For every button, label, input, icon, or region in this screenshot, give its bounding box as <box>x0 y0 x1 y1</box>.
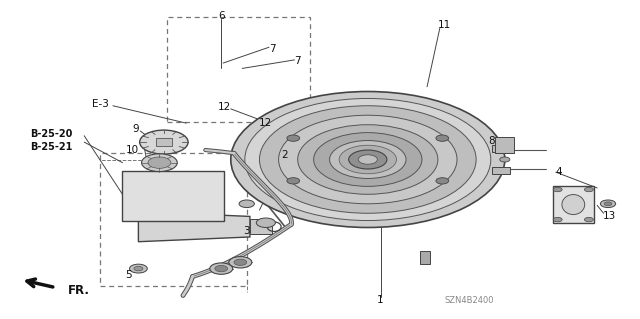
Circle shape <box>330 141 406 178</box>
Circle shape <box>287 178 300 184</box>
Circle shape <box>584 187 593 192</box>
Circle shape <box>239 200 254 208</box>
Text: 5: 5 <box>125 270 132 280</box>
Text: 4: 4 <box>556 167 563 177</box>
Circle shape <box>129 264 147 273</box>
Circle shape <box>231 92 505 227</box>
Circle shape <box>278 115 457 204</box>
Circle shape <box>287 135 300 141</box>
Bar <box>420 251 430 264</box>
Text: 12: 12 <box>218 102 231 112</box>
Text: 9: 9 <box>132 124 138 135</box>
Circle shape <box>148 157 171 168</box>
Text: 10: 10 <box>125 145 139 155</box>
Bar <box>495 137 515 153</box>
Circle shape <box>314 133 422 186</box>
Circle shape <box>604 202 612 206</box>
Circle shape <box>256 218 275 227</box>
Circle shape <box>215 265 228 272</box>
Bar <box>250 219 272 234</box>
Circle shape <box>349 150 387 169</box>
Text: 3: 3 <box>243 226 250 236</box>
Circle shape <box>436 178 449 184</box>
Circle shape <box>584 217 593 222</box>
Bar <box>552 186 594 223</box>
Text: 7: 7 <box>294 56 301 66</box>
Circle shape <box>358 155 378 164</box>
Bar <box>100 153 246 286</box>
Text: 8: 8 <box>489 136 495 145</box>
Circle shape <box>140 130 188 154</box>
Circle shape <box>259 106 476 213</box>
Text: SZN4B2400: SZN4B2400 <box>445 296 495 305</box>
Ellipse shape <box>562 195 585 215</box>
Circle shape <box>600 200 616 208</box>
Circle shape <box>245 99 491 220</box>
Circle shape <box>298 125 438 194</box>
Text: 6: 6 <box>218 11 225 21</box>
Bar <box>167 17 310 122</box>
Bar <box>156 138 172 146</box>
Text: FR.: FR. <box>68 284 90 297</box>
Text: E-3: E-3 <box>92 99 109 109</box>
Text: 7: 7 <box>269 44 276 54</box>
Circle shape <box>141 154 177 172</box>
Text: 13: 13 <box>604 211 616 221</box>
Bar <box>122 171 225 221</box>
Text: 11: 11 <box>438 20 451 30</box>
Polygon shape <box>138 212 250 242</box>
Text: 12: 12 <box>259 118 273 128</box>
Text: B-25-21: B-25-21 <box>30 142 72 152</box>
Circle shape <box>210 263 233 274</box>
Circle shape <box>134 266 143 271</box>
Bar <box>492 167 510 174</box>
Circle shape <box>339 145 396 174</box>
Text: 1: 1 <box>377 295 384 305</box>
Text: 2: 2 <box>282 150 288 160</box>
Circle shape <box>436 135 449 141</box>
Text: B-25-20: B-25-20 <box>30 129 72 139</box>
Circle shape <box>229 256 252 268</box>
Circle shape <box>500 157 510 162</box>
Bar <box>492 145 510 152</box>
Circle shape <box>553 217 562 222</box>
Circle shape <box>553 187 562 192</box>
Circle shape <box>234 259 246 265</box>
